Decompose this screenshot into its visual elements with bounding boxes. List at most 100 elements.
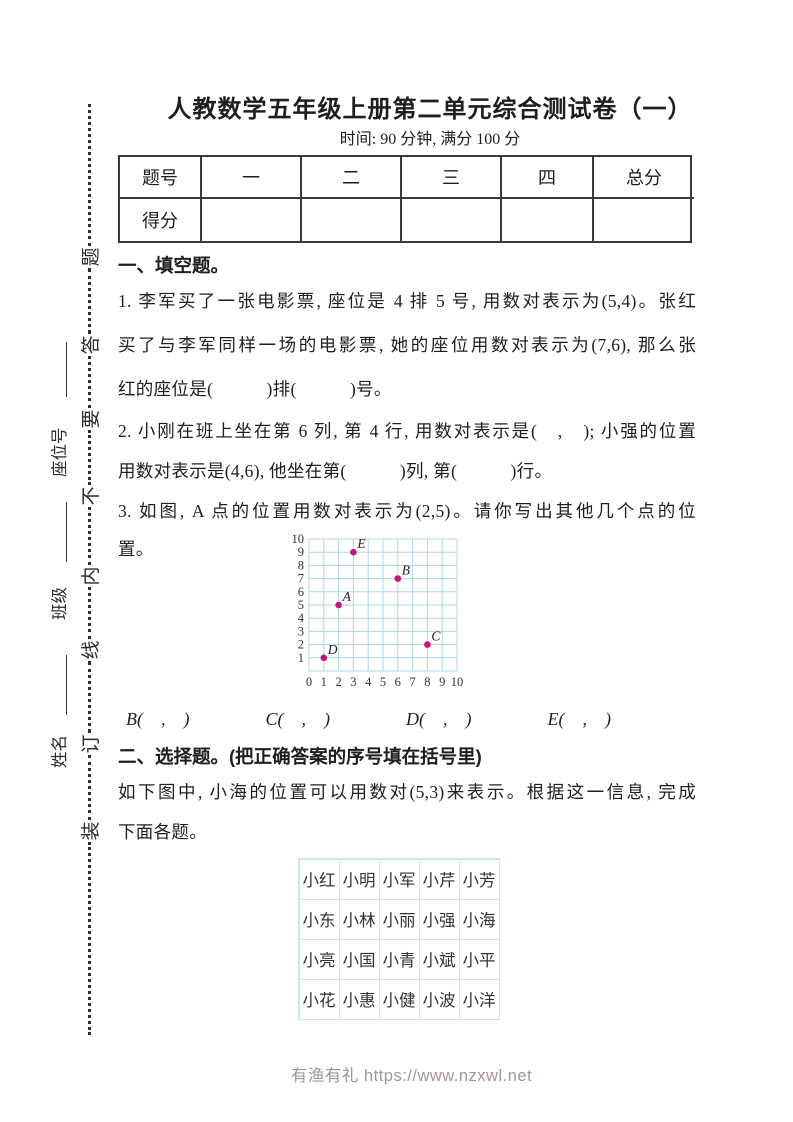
name-cell: 小健 <box>378 978 420 1020</box>
point-answer-blanks: B( , ) C( , ) D( , ) E( , ) <box>118 701 696 735</box>
binding-char: 题 <box>80 247 102 267</box>
score-cell <box>302 199 402 241</box>
test-paper-content: 人教数学五年级上册第二单元综合测试卷（一） 时间: 90 分钟, 满分 100 … <box>118 88 696 1020</box>
svg-text:9: 9 <box>439 675 445 689</box>
name-cell: 小青 <box>378 938 420 980</box>
section-two-heading: 二、选择题。(把正确答案的序号填在括号里) <box>118 746 482 767</box>
seat-number-field-blank <box>65 342 67 398</box>
name-cell: 小林 <box>338 898 380 940</box>
section-two-intro-line: 下面各题。 <box>118 822 207 842</box>
svg-text:0: 0 <box>306 675 312 689</box>
page-title: 人教数学五年级上册第二单元综合测试卷（一） <box>167 96 693 123</box>
binding-dotted-segment <box>87 661 91 733</box>
svg-text:4: 4 <box>298 611 305 625</box>
name-cell: 小波 <box>418 978 460 1020</box>
score-table-header-cell: 二 <box>302 157 402 199</box>
binding-dotted-segment <box>87 507 91 565</box>
paper-subtitle: 时间: 90 分钟, 满分 100 分 <box>339 131 521 148</box>
binding-dotted-segment <box>87 104 91 246</box>
name-cell: 小亮 <box>298 938 340 980</box>
seat-number-field-label: 座位号 <box>50 427 69 478</box>
svg-text:A: A <box>342 589 352 604</box>
section-two-intro-line: 如下图中, 小海的位置可以用数对(5,3)来表示。根据这一信息, 完成 <box>118 782 696 802</box>
coordinate-grid-figure: 1 2 3 4 5 6 7 8 9 10 0 1 2 3 4 5 6 7 8 9 10 A B C D E <box>283 532 469 691</box>
svg-text:5: 5 <box>298 598 304 612</box>
name-cell: 小海 <box>458 898 500 940</box>
name-cell: 小惠 <box>338 978 380 1020</box>
svg-text:E: E <box>356 536 366 551</box>
name-field-blank <box>65 655 67 715</box>
score-cell <box>202 199 302 241</box>
svg-text:7: 7 <box>409 675 415 689</box>
svg-text:4: 4 <box>365 675 372 689</box>
score-row-label: 得分 <box>120 199 202 241</box>
svg-text:5: 5 <box>380 675 386 689</box>
score-table-header-cell: 题号 <box>120 157 202 199</box>
question-2-line: 用数对表示是(4,6), 他坐在第( )列, 第( )行。 <box>118 461 553 481</box>
score-table-header-cell: 三 <box>402 157 502 199</box>
question-1-line: 1. 李军买了一张电影票, 座位是 4 排 5 号, 用数对表示为(5,4)。张… <box>118 291 696 311</box>
binding-dotted-segment <box>87 268 91 334</box>
name-cell: 小明 <box>338 858 380 900</box>
answer-blank-D: D( , ) <box>405 709 472 729</box>
score-table-header-cell: 一 <box>202 157 302 199</box>
svg-text:9: 9 <box>298 545 304 559</box>
score-table: 题号 一 二 三 四 总分 得分 <box>118 155 694 243</box>
svg-text:2: 2 <box>335 675 341 689</box>
binding-dotted-segment <box>87 755 91 820</box>
svg-text:8: 8 <box>424 675 430 689</box>
student-info-row: 姓名 班级 座位号 <box>36 318 80 788</box>
binding-char: 装 <box>80 821 102 841</box>
svg-text:10: 10 <box>292 533 305 546</box>
svg-text:3: 3 <box>350 675 356 689</box>
name-cell: 小斌 <box>418 938 460 980</box>
score-cell <box>594 199 694 241</box>
name-cell: 小东 <box>298 898 340 940</box>
svg-text:C: C <box>431 629 441 644</box>
question-2-line: 2. 小刚在班上坐在第 6 列, 第 4 行, 用数对表示是( , ); 小强的… <box>118 421 696 441</box>
answer-blank-E: E( , ) <box>547 709 611 729</box>
name-cell: 小国 <box>338 938 380 980</box>
binding-dotted-segment <box>87 356 91 408</box>
watermark-footer: 有渔有礼 https://www.nzxwl.net <box>290 1067 533 1085</box>
question-3-line: 置。 <box>118 539 154 559</box>
name-cell: 小洋 <box>458 978 500 1020</box>
svg-text:6: 6 <box>395 675 401 689</box>
binding-dotted-segment <box>87 842 91 1035</box>
question-1-line: 买了与李军同样一场的电影票, 她的座位用数对表示为(7,6), 那么张 <box>118 335 696 355</box>
name-cell: 小强 <box>418 898 460 940</box>
binding-dotted-segment <box>87 430 91 485</box>
student-info-fields: 姓名 班级 座位号 <box>36 318 80 788</box>
name-cell: 小丽 <box>378 898 420 940</box>
binding-dotted-segment <box>87 587 91 639</box>
paper-header: 人教数学五年级上册第二单元综合测试卷（一） 时间: 90 分钟, 满分 100 … <box>118 92 696 152</box>
name-field-label: 姓名 <box>50 735 69 768</box>
score-cell <box>502 199 594 241</box>
svg-text:10: 10 <box>451 675 464 689</box>
svg-text:6: 6 <box>298 585 304 599</box>
svg-text:8: 8 <box>298 558 304 572</box>
name-cell: 小军 <box>378 858 420 900</box>
svg-text:B: B <box>402 563 410 578</box>
score-table-header-cell: 四 <box>502 157 594 199</box>
name-cell: 小红 <box>298 858 340 900</box>
svg-text:D: D <box>327 642 338 657</box>
answer-blank-C: C( , ) <box>265 709 330 729</box>
svg-text:3: 3 <box>298 624 304 638</box>
section-one-heading: 一、填空题。 <box>118 255 230 276</box>
svg-text:2: 2 <box>298 638 304 652</box>
score-table-header-cell: 总分 <box>594 157 694 199</box>
class-field-label: 班级 <box>50 587 69 620</box>
name-cell: 小花 <box>298 978 340 1020</box>
name-cell: 小芳 <box>458 858 500 900</box>
score-cell <box>402 199 502 241</box>
svg-text:7: 7 <box>298 572 304 586</box>
class-field-blank <box>65 502 67 562</box>
answer-blank-B: B( , ) <box>126 709 190 729</box>
names-table: 小红 小明 小军 小芹 小芳小东 小林 小丽 小强 小海小亮 小国 小青 小斌 小平小花 小惠 小健 小波 小洋 <box>298 858 500 1020</box>
svg-text:1: 1 <box>321 675 327 689</box>
name-cell: 小平 <box>458 938 500 980</box>
name-cell: 小芹 <box>418 858 460 900</box>
question-3-line: 3. 如图, A 点的位置用数对表示为(2,5)。请你写出其他几个点的位 <box>118 501 696 521</box>
